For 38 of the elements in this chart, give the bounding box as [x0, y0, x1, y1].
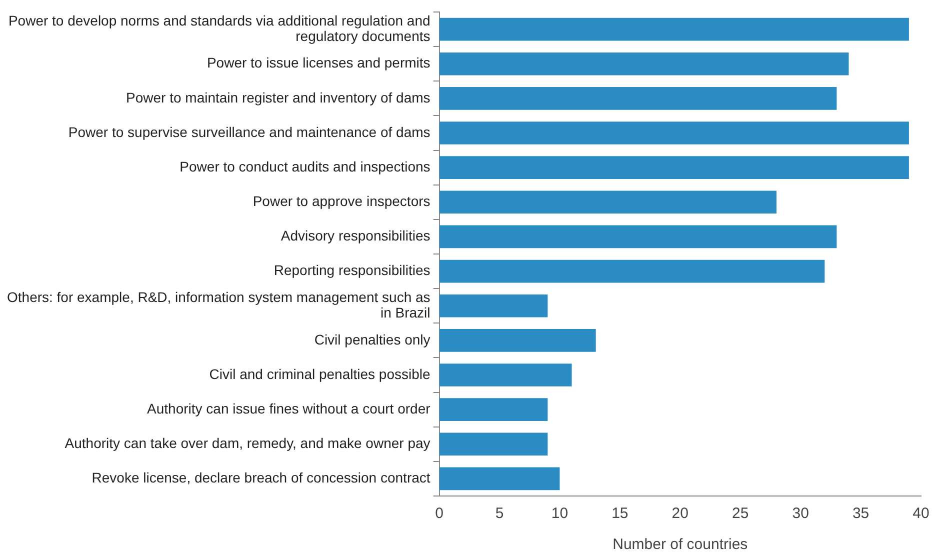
bar	[439, 18, 909, 41]
y-tick-label: Power to issue licenses and permits	[206, 54, 430, 71]
bar	[439, 398, 548, 421]
y-tick-label: Reporting responsibilities	[274, 262, 430, 278]
x-axis-title: Number of countries	[612, 536, 748, 554]
y-tick-label: Civil penalties only	[314, 331, 430, 348]
y-tick-label: Authority can take over dam, remedy, and make owner pay	[64, 435, 430, 451]
y-tick-label: Power to develop norms and standards via additional regulation and regulatory documents	[8, 12, 430, 44]
bar	[439, 432, 548, 456]
bar	[439, 52, 849, 76]
x-tick-label: 15	[612, 505, 628, 522]
y-tick-label: Power to conduct audits and inspections	[180, 158, 430, 174]
y-tick-label: Civil and criminal penalties possible	[209, 366, 430, 382]
y-tick-label: Power to maintain register and inventory of dams	[126, 89, 430, 106]
x-tick-label: 30	[792, 505, 809, 522]
bar	[439, 190, 776, 214]
bar	[439, 225, 837, 248]
bar	[439, 260, 825, 283]
bar	[439, 467, 560, 490]
x-tick-label: 20	[672, 505, 688, 522]
bar	[439, 122, 909, 144]
y-tick-label: Power to supervise surveillance and maintenance of dams	[68, 124, 430, 140]
bar	[439, 364, 572, 386]
x-tick-label: 40	[912, 505, 930, 522]
bar	[439, 156, 909, 179]
x-tick-label: 0	[435, 505, 444, 522]
y-tick-label: Power to approve inspectors	[252, 193, 430, 209]
x-tick-label: 10	[551, 505, 568, 522]
y-tick-label: Others: for example, R&D, information system management such as in Brazil	[7, 289, 430, 320]
y-tick-label: Advisory responsibilities	[280, 228, 430, 244]
x-tick-label: 25	[732, 505, 749, 522]
bar	[439, 87, 837, 110]
x-tick-label: 35	[852, 505, 870, 522]
y-tick-label: Authority can issue fines without a court order	[147, 400, 431, 416]
bar	[439, 294, 548, 318]
bar	[439, 329, 596, 352]
x-tick-label: 5	[495, 505, 504, 522]
y-tick-label: Revoke license, declare breach of concession contract	[92, 470, 430, 486]
